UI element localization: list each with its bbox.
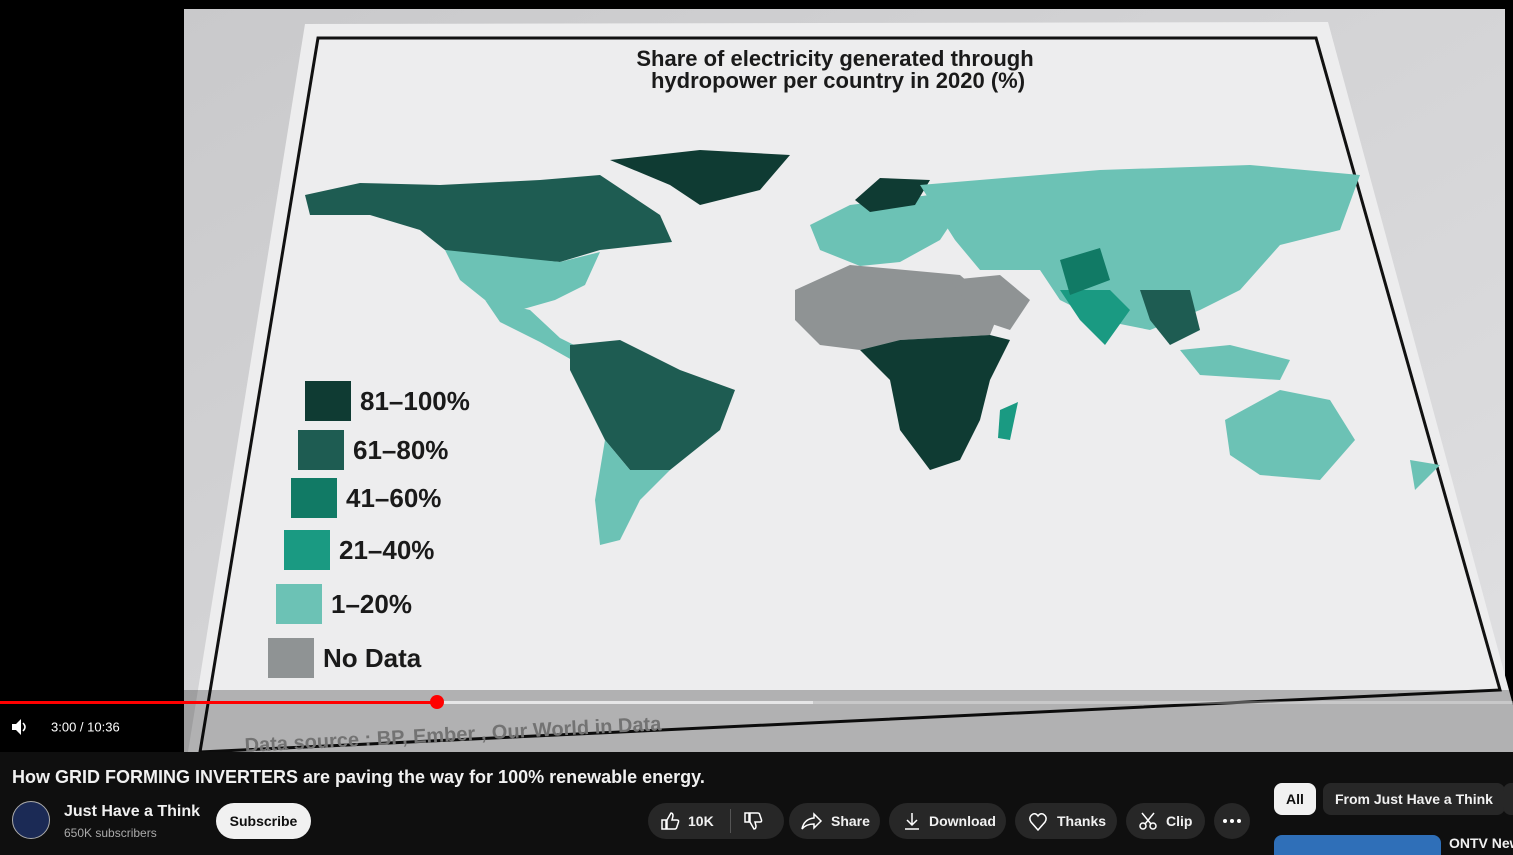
map-title: Share of electricity generated through (636, 46, 1033, 71)
legend-label: 81–100% (360, 386, 470, 416)
thanks-button[interactable]: Thanks (1015, 803, 1117, 839)
recommendation-thumbnail[interactable] (1274, 835, 1441, 855)
south-america-north (570, 340, 735, 470)
legend-swatch (305, 381, 351, 421)
share-button[interactable]: Share (789, 803, 880, 839)
legend-label: 1–20% (331, 589, 412, 619)
legend-label: No Data (323, 643, 422, 673)
chip[interactable]: From Just Have a Think (1323, 783, 1505, 815)
new-zealand (1410, 460, 1440, 490)
video-player[interactable]: Share of electricity generated through h… (0, 0, 1513, 752)
progress-buffer (437, 701, 813, 704)
pakistan (1060, 248, 1110, 295)
legend-swatch (291, 478, 337, 518)
south-america-south (595, 440, 670, 545)
north-africa (795, 265, 1000, 350)
more-button[interactable] (1214, 803, 1250, 839)
clip-label: Clip (1166, 813, 1193, 829)
download-icon (905, 813, 919, 830)
map-title: hydropower per country in 2020 (%) (651, 68, 1025, 93)
map (305, 150, 1440, 545)
channel-avatar[interactable] (12, 801, 50, 839)
usa (445, 250, 600, 310)
paper-border (198, 36, 1502, 752)
video-title: How GRID FORMING INVERTERS are paving th… (12, 767, 705, 787)
legend-swatch (284, 530, 330, 570)
central-america (485, 300, 580, 360)
progress-played (0, 701, 437, 704)
like-count: 10K (688, 813, 714, 829)
like-dislike[interactable]: 10K (648, 803, 784, 839)
europe (810, 195, 960, 266)
south-africa (860, 335, 1010, 470)
channel-name[interactable]: Just Have a Think (64, 803, 201, 820)
canada (305, 175, 672, 262)
subscribe-button[interactable]: Subscribe (216, 803, 311, 839)
middle-east (950, 275, 1030, 330)
legend-swatch (276, 584, 322, 624)
scandinavia (855, 178, 930, 212)
progress-handle[interactable] (430, 695, 444, 709)
chip[interactable]: All (1274, 783, 1316, 815)
australia (1225, 390, 1355, 480)
thanks-label: Thanks (1057, 813, 1107, 829)
legend-label: 21–40% (339, 535, 434, 565)
indonesia (1180, 345, 1290, 380)
subscriber-count: 650K subscribers (64, 826, 157, 840)
greenland (610, 150, 790, 205)
southeast-asia (1140, 290, 1200, 345)
recommendation-title[interactable]: ONTV New (1449, 835, 1513, 851)
india (1060, 290, 1130, 345)
controls-shade (0, 690, 1513, 752)
download-button[interactable]: Download (889, 803, 1006, 839)
legend-swatch (298, 430, 344, 470)
divider (729, 809, 731, 833)
legend-label: 61–80% (353, 435, 448, 465)
clip-button[interactable]: Clip (1126, 803, 1205, 839)
legend-swatch (268, 638, 314, 678)
download-label: Download (929, 813, 996, 829)
share-icon (801, 812, 823, 830)
clip-icon (1139, 812, 1157, 830)
dislike-icon[interactable] (743, 811, 763, 831)
more-icon (1223, 819, 1241, 823)
chip[interactable] (1503, 783, 1513, 815)
madagascar (998, 402, 1018, 440)
like-icon (661, 812, 680, 830)
asia (920, 165, 1360, 330)
time-display: 3:00 / 10:36 (51, 719, 120, 734)
legend: 81–100% 61–80% 41–60% 21–40% 1–20% No Data (268, 381, 470, 678)
share-label: Share (831, 813, 870, 829)
volume-button[interactable] (12, 719, 26, 735)
legend-label: 41–60% (346, 483, 441, 513)
thanks-icon (1029, 813, 1047, 832)
